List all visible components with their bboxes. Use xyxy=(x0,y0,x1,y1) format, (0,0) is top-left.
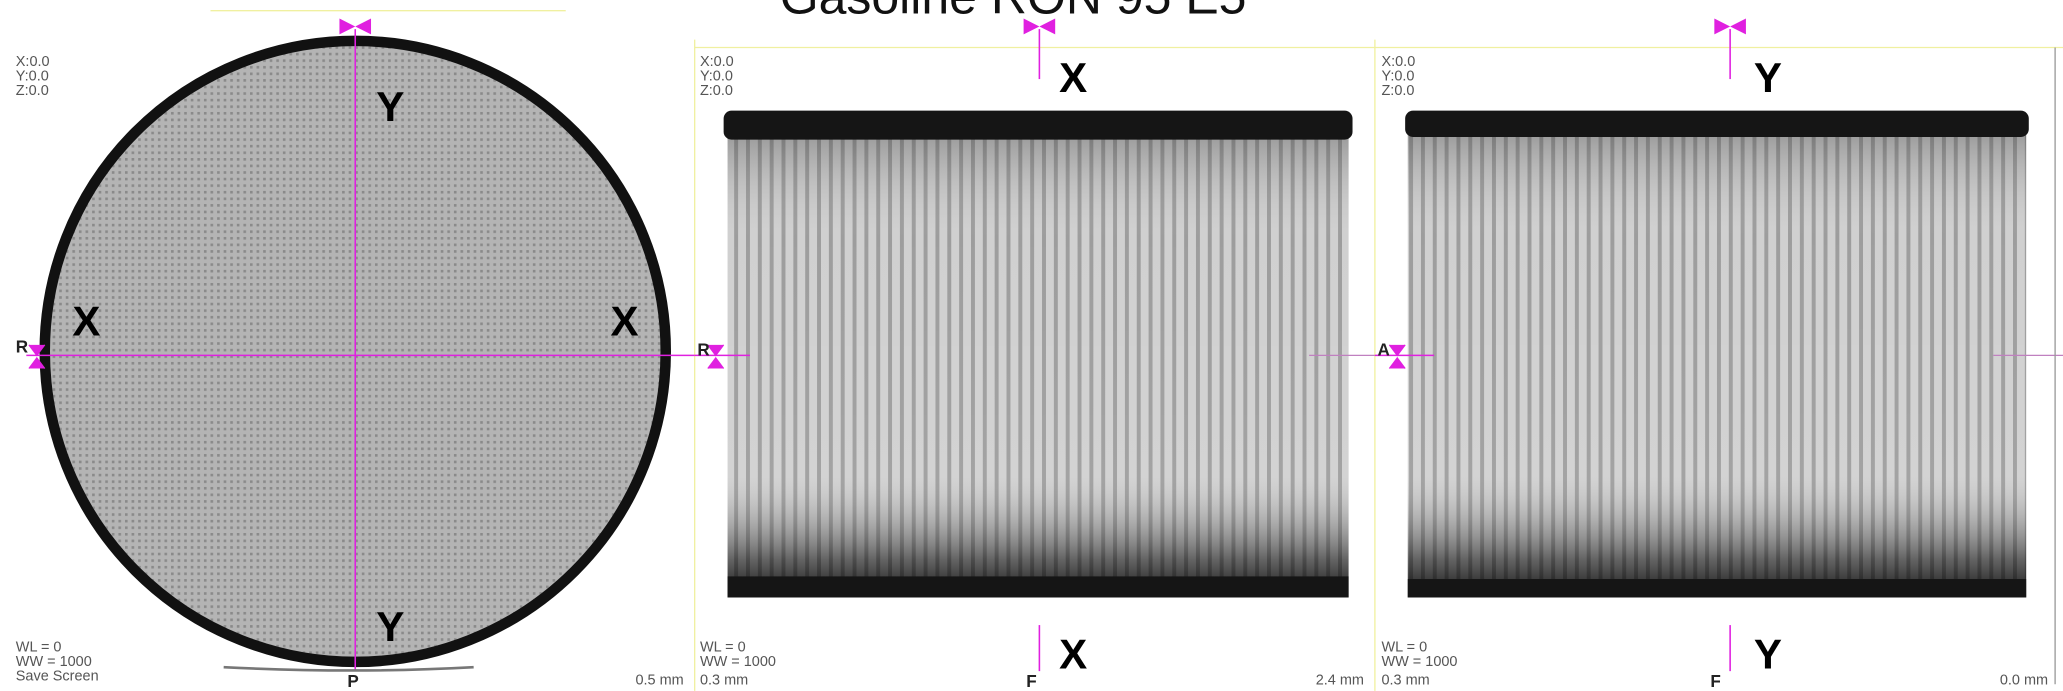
window-width: WW = 1000 xyxy=(1381,654,1457,670)
title: Gasoline RON 95 E5 xyxy=(780,0,1247,24)
filter-top xyxy=(1405,111,2029,137)
marker: R xyxy=(16,338,28,357)
filter-shade xyxy=(1408,113,2026,597)
coord: Z:0.0 xyxy=(700,83,733,99)
filter-bottom xyxy=(1408,579,2026,597)
scale: 0.0 mm xyxy=(2000,672,2048,688)
marker: R xyxy=(697,340,709,359)
coord: Z:0.0 xyxy=(16,83,49,99)
axis-label: X xyxy=(72,298,100,345)
scale: 2.4 mm xyxy=(1316,672,1364,688)
axis-label: X xyxy=(1059,54,1087,101)
screenshot: Gasoline RON 95 E5 X:0.0 Y:0.0 Z:0.0 Y X… xyxy=(0,0,2063,691)
filter-bottom xyxy=(728,576,1349,597)
scale: 0.3 mm xyxy=(700,672,748,688)
scale: 0.3 mm xyxy=(1381,672,1429,688)
marker: A xyxy=(1378,340,1390,359)
coronal-view: X:0.0 Y:0.0 Z:0.0 X X R F WL = 0 WW = 10… xyxy=(635,19,1374,691)
axis-label: Y xyxy=(376,603,404,650)
sagittal-view: X:0.0 Y:0.0 Z:0.0 Y Y A F WL = 0 WW = 10… xyxy=(1375,19,2063,691)
filter-top xyxy=(724,111,1353,140)
axis-label: Y xyxy=(1754,631,1782,678)
save-screen[interactable]: Save Screen xyxy=(16,668,99,684)
scale: 0.5 mm xyxy=(635,672,683,688)
axis-label: X xyxy=(1059,631,1087,678)
window-width: WW = 1000 xyxy=(700,654,776,670)
marker: P xyxy=(347,672,358,691)
axis-label: Y xyxy=(376,83,404,130)
coord: Z:0.0 xyxy=(1381,83,1414,99)
filter-shade xyxy=(728,116,1349,598)
axis-label: Y xyxy=(1754,54,1782,101)
marker: F xyxy=(1026,672,1036,691)
marker: F xyxy=(1710,672,1720,691)
axis-label: X xyxy=(610,298,638,345)
